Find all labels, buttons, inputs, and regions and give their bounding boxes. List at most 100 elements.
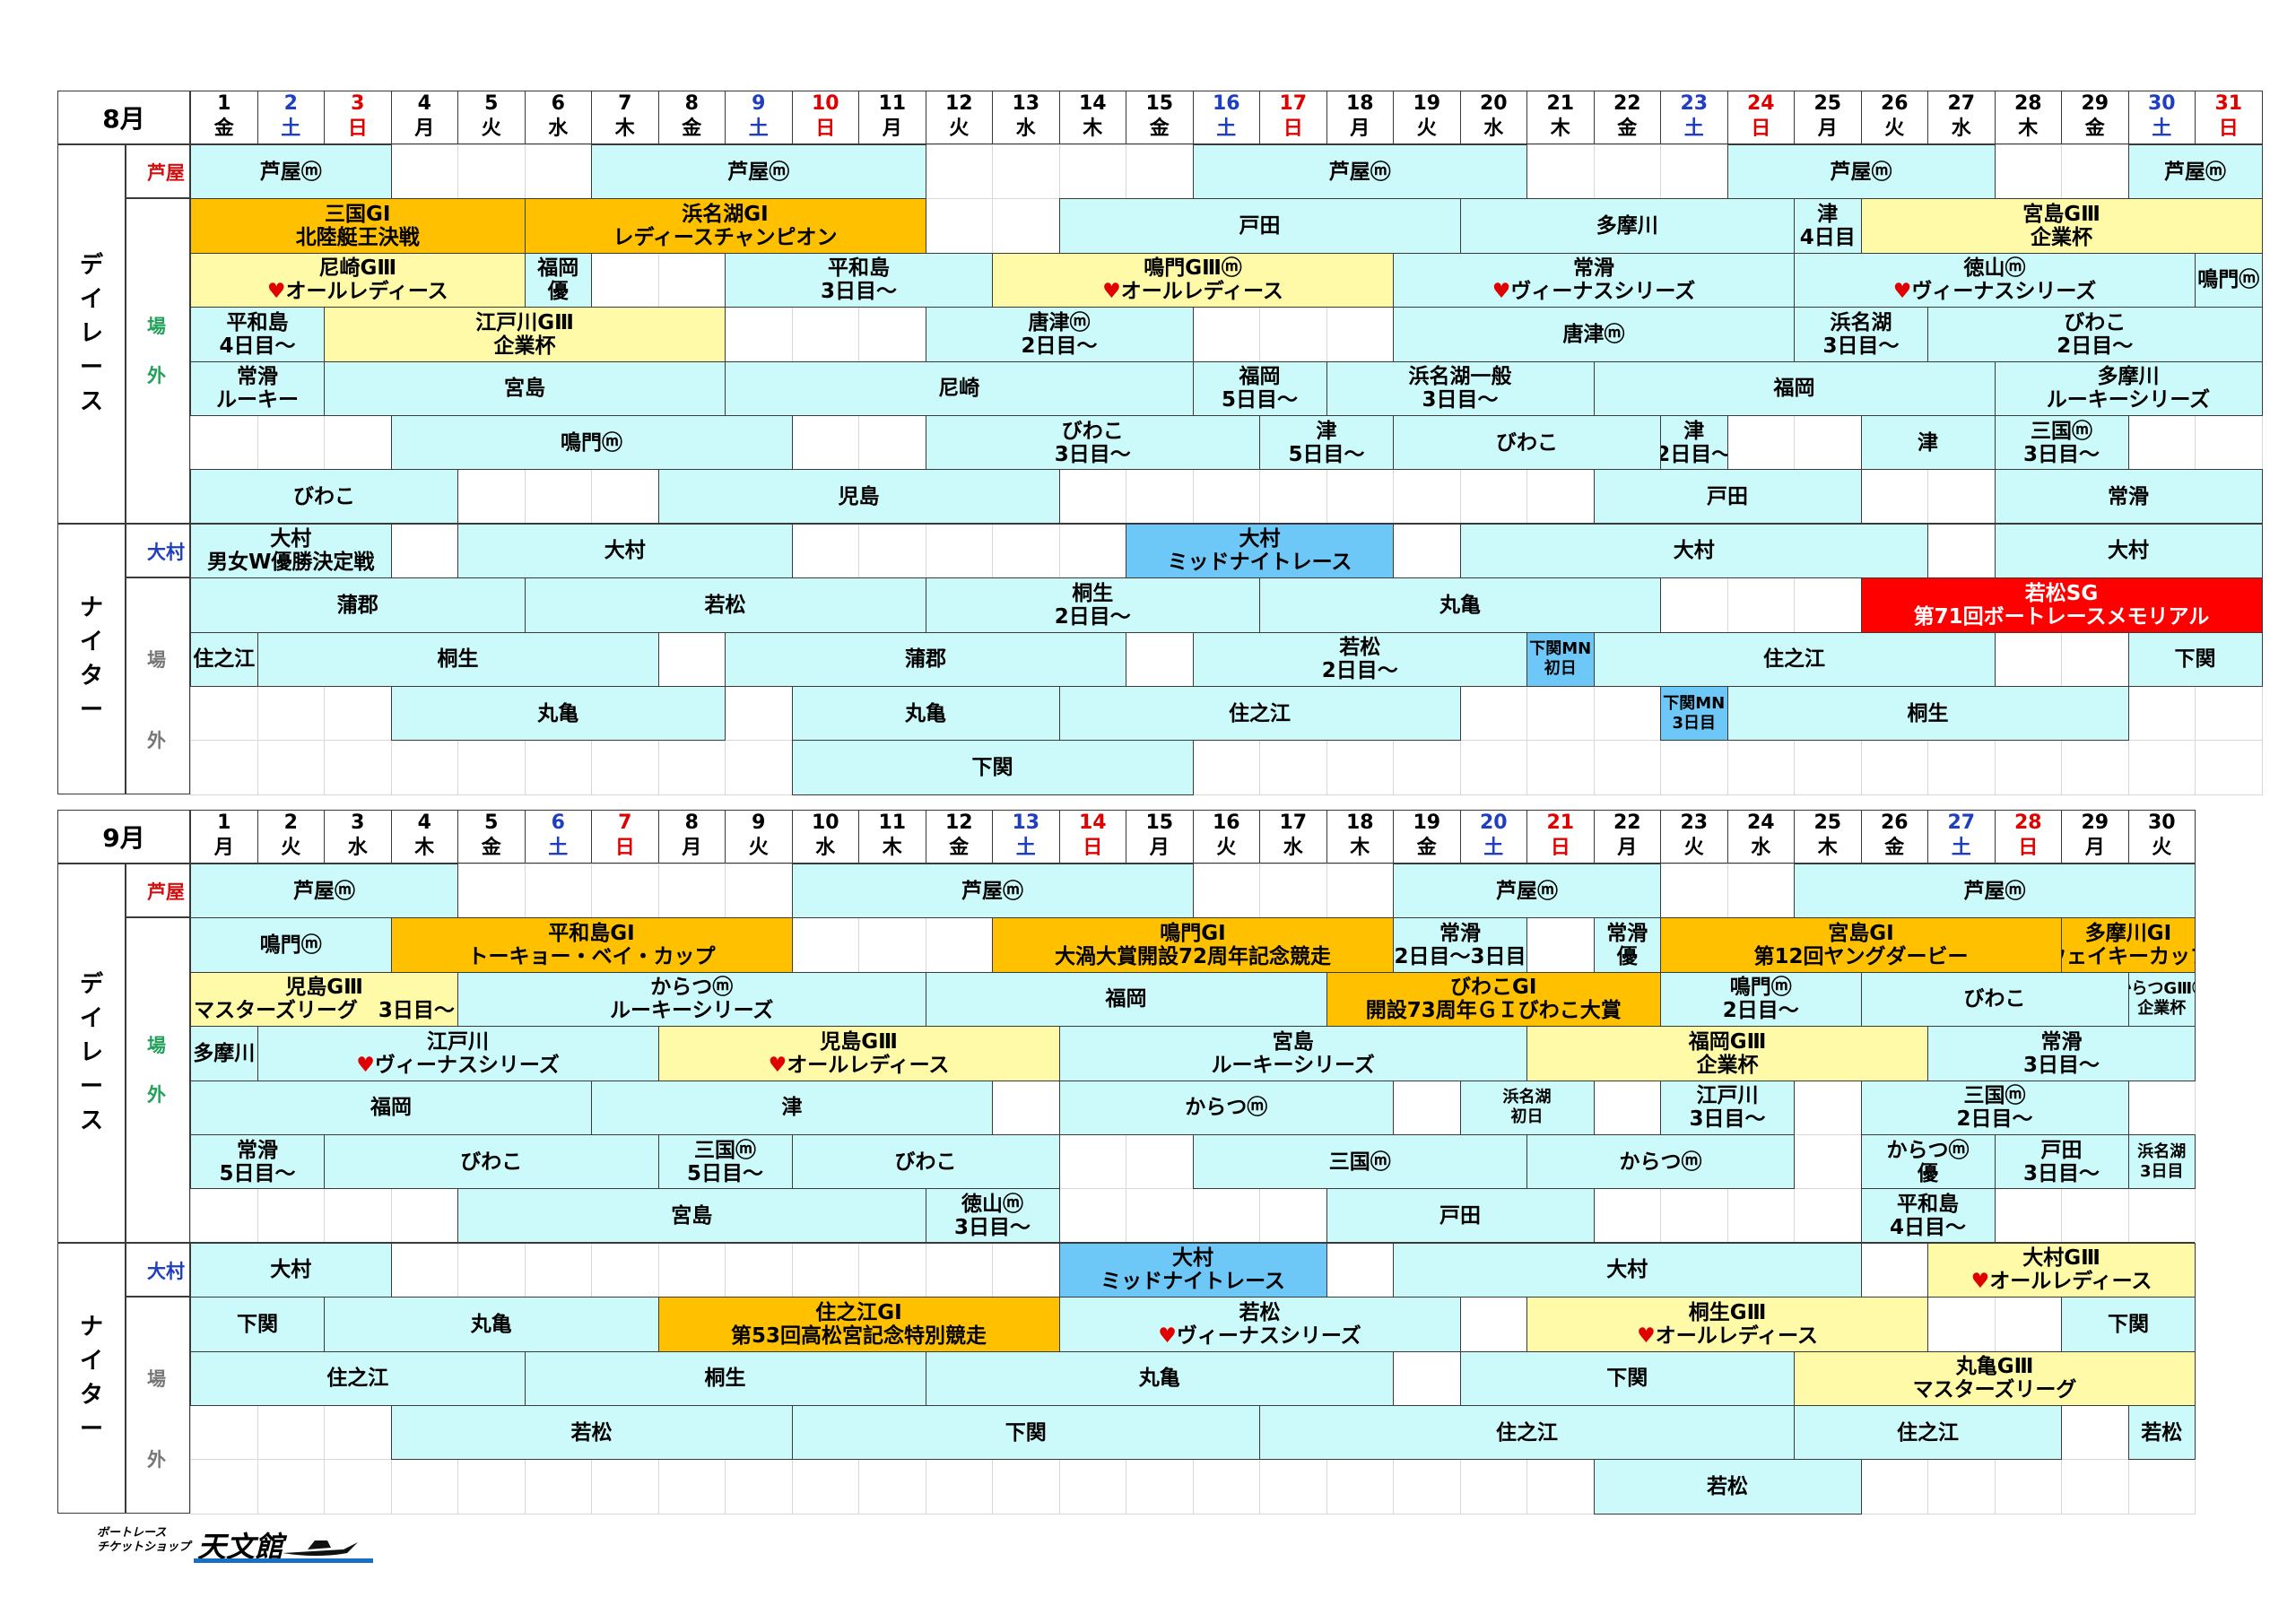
weekday: 木 (882, 837, 902, 859)
weekday: 日 (815, 117, 836, 140)
day-number: 8 (684, 812, 699, 834)
race-event: 戸田 3日目～ (1994, 1134, 2129, 1190)
race-event-line: 児島GⅢ (820, 1029, 898, 1054)
race-event-line: 戸田 (1707, 485, 1748, 509)
race-event: 福岡優 (524, 252, 592, 308)
race-event-line: 浜名湖 (1502, 1088, 1552, 1107)
race-event-line: 優 (1616, 945, 1638, 969)
empty-cell (1058, 1459, 1126, 1515)
race-event: 福岡 5日目～ (1192, 360, 1327, 416)
empty-cell (1994, 144, 2062, 200)
race-event-line: 津 (1817, 203, 1839, 227)
race-event-line: 津 (1918, 430, 1938, 455)
empty-cell (791, 1459, 859, 1515)
label-jogai-n1: 場 (147, 1367, 166, 1390)
race-event-line: 多摩川 (1596, 214, 1658, 239)
empty-cell (1927, 1459, 1996, 1515)
empty-cell (1326, 1459, 1394, 1515)
race-event-line: 平和島 (1897, 1193, 1959, 1217)
race-event-line: レディースチャンピオン (613, 226, 838, 250)
empty-cell (457, 1242, 526, 1298)
empty-cell (1259, 864, 1327, 919)
race-event-line: ♥オールレディース (768, 1053, 950, 1077)
day-number: 13 (1012, 812, 1040, 834)
empty-cell (1058, 523, 1126, 579)
race-event: 江戸川GⅢ 企業杯 (324, 307, 726, 362)
race-event-line: 平和島 (828, 256, 890, 281)
empty-cell (925, 523, 993, 579)
race-event-line: 下関 (237, 1312, 278, 1336)
race-event-line: 徳山ⓜ (1963, 256, 2026, 281)
race-event: 桐生GⅢ ♥オールレディース (1526, 1297, 1928, 1352)
race-event: 大村 男女W優勝決定戦 (190, 523, 392, 579)
weekday: 日 (1550, 837, 1570, 859)
race-event: 常滑 ♥ヴィーナスシリーズ (1393, 252, 1795, 308)
empty-cell (858, 523, 926, 579)
day-header: 15 月 (1126, 810, 1194, 864)
race-event-line: 三国ⓜ (2031, 419, 2092, 443)
empty-cell (190, 1405, 258, 1461)
heart-icon: ♥ (266, 280, 286, 304)
race-event-line: 徳山ⓜ (961, 1193, 1023, 1217)
race-event: びわこ (1393, 415, 1661, 471)
race-event-line: びわこ (1061, 419, 1124, 443)
race-event-line: 2日目～ (2057, 334, 2134, 358)
weekday: 火 (2152, 837, 2172, 859)
day-header: 10 水 (791, 810, 859, 864)
race-event-line: 3日目～ (1422, 388, 1499, 412)
heart-icon: ♥ (1492, 280, 1511, 304)
race-event-line: 住之江 (326, 1367, 389, 1391)
race-event-line: 桐生 (437, 647, 479, 672)
race-event-line: ミッドナイトレース (1167, 551, 1352, 575)
race-event: 鳴門GⅢⓜ ♥オールレディース (992, 252, 1394, 308)
race-event: 浜名湖一般 3日目～ (1326, 360, 1595, 416)
section-night-race-char: タ (79, 662, 103, 690)
race-event-line: 丸亀 (905, 701, 946, 725)
weekday: 火 (949, 117, 970, 140)
day-number: 10 (811, 812, 839, 834)
day-number: 11 (878, 92, 907, 115)
race-event-line: 住之江 (1763, 647, 1825, 672)
race-event-line: 常滑 (1606, 922, 1648, 946)
day-header: 20 土 (1459, 810, 1527, 864)
empty-cell (992, 1242, 1060, 1298)
race-event: 若松 ♥ヴィーナスシリーズ (1058, 1297, 1461, 1352)
weekday: 土 (2152, 117, 2172, 140)
race-event: 尼崎GⅢ ♥オールレディース (190, 252, 526, 308)
race-event-line: 若松 (1339, 636, 1381, 660)
day-number: 10 (811, 92, 839, 115)
race-event-line: 常滑 (237, 1138, 278, 1162)
race-event-line: 下関MN (1529, 639, 1592, 659)
race-event-line: 大村 (270, 1258, 312, 1282)
day-header: 31 日 (2195, 91, 2263, 144)
empty-cell (1058, 1134, 1126, 1190)
race-event-line: 第53回高松宮記念特別競走 (730, 1324, 987, 1348)
race-event: 芦屋ⓜ (1393, 864, 1661, 919)
section-day-race-char: ー (79, 354, 103, 382)
race-event-line: 浜名湖 (1830, 310, 1892, 334)
race-event-line: 常滑 (2108, 485, 2149, 509)
empty-cell (190, 686, 258, 742)
race-event: 住之江 (1794, 1405, 2062, 1461)
empty-cell (390, 1242, 458, 1298)
race-event: 三国ⓜ (1192, 1134, 1527, 1190)
empty-cell (1927, 523, 1996, 579)
day-number: 17 (1279, 812, 1308, 834)
race-event-line: 鳴門ⓜ (1729, 976, 1792, 1000)
day-number: 6 (551, 92, 565, 115)
race-event: 桐生 (1726, 686, 2129, 742)
race-event-line: びわこ (293, 485, 355, 509)
race-event-line: 福岡 (1105, 987, 1147, 1011)
empty-cell (1860, 1242, 1928, 1298)
race-event-line: 丸亀 (1439, 593, 1481, 617)
race-event-line: 住之江 (193, 647, 256, 672)
day-number: 19 (1413, 92, 1441, 115)
empty-cell (1660, 1188, 1728, 1244)
heart-icon: ♥ (356, 1053, 375, 1077)
empty-cell (1660, 144, 1728, 200)
race-event-line: 5日目～ (1221, 388, 1298, 412)
race-event: びわこ 2日目～ (1927, 307, 2263, 362)
race-event-line: 企業杯 (493, 334, 556, 358)
race-event: 浜名湖GI レディースチャンピオン (524, 198, 926, 254)
